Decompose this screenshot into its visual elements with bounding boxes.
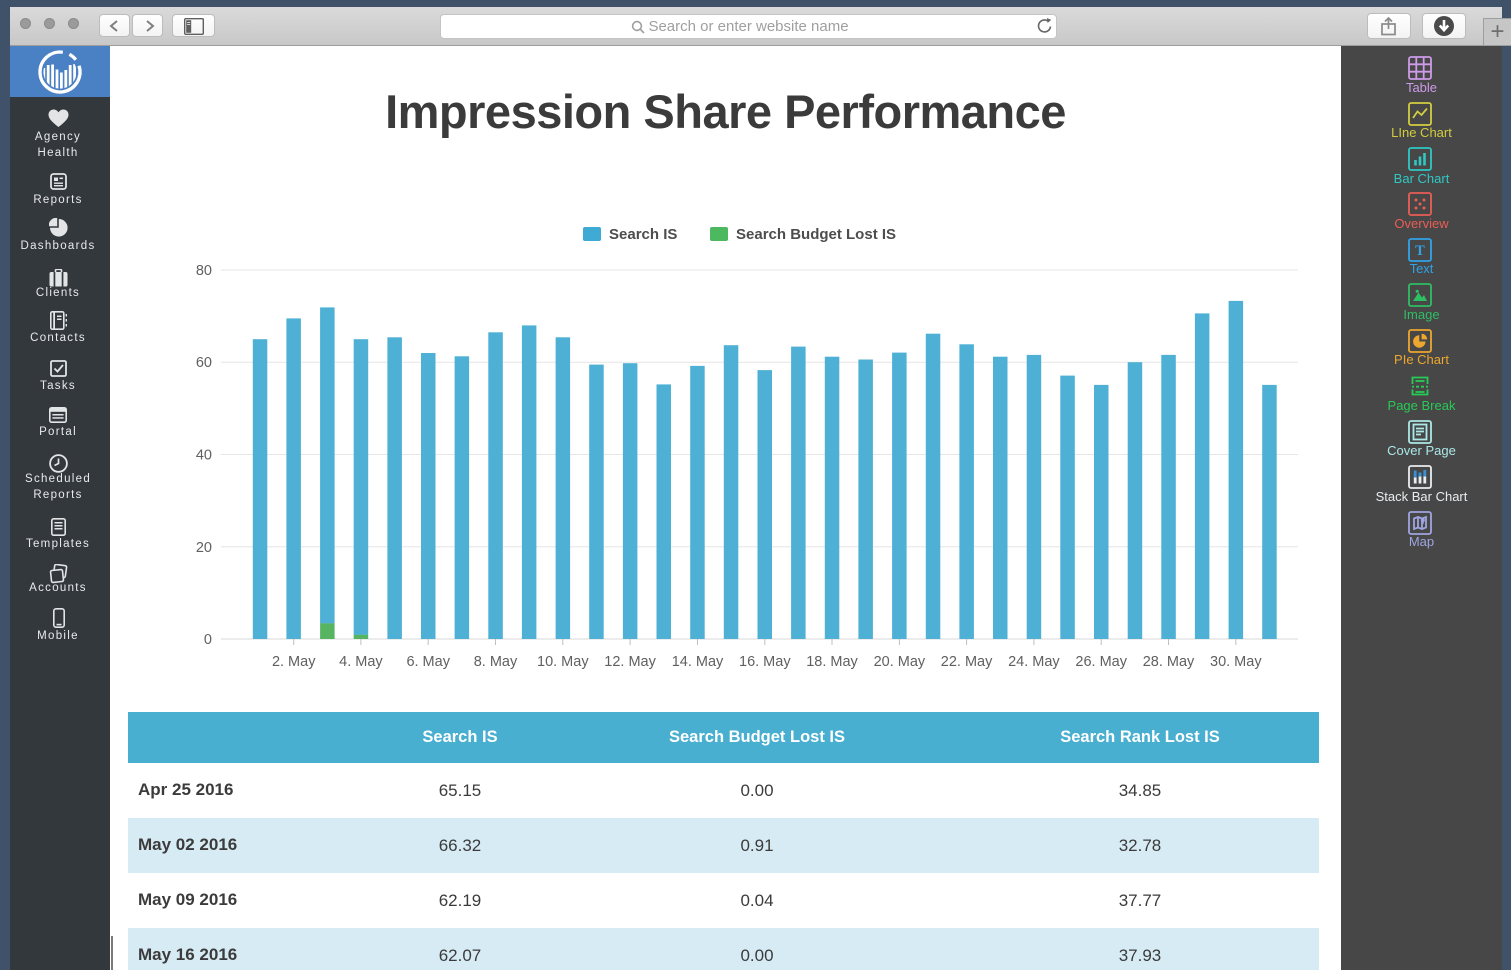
svg-text:8. May: 8. May — [474, 654, 518, 670]
svg-text:40: 40 — [196, 448, 212, 464]
svg-text:60: 60 — [196, 355, 212, 371]
svg-text:12. May: 12. May — [604, 654, 656, 670]
svg-text:Search Budget Lost IS: Search Budget Lost IS — [736, 226, 896, 243]
svg-text:30. May: 30. May — [1210, 654, 1262, 670]
svg-text:26. May: 26. May — [1075, 654, 1127, 670]
svg-text:20: 20 — [196, 540, 212, 556]
svg-text:24. May: 24. May — [1008, 654, 1060, 670]
svg-text:6. May: 6. May — [406, 654, 450, 670]
svg-text:2. May: 2. May — [272, 654, 316, 670]
svg-text:18. May: 18. May — [806, 654, 858, 670]
svg-text:4. May: 4. May — [339, 654, 383, 670]
svg-text:22. May: 22. May — [941, 654, 993, 670]
svg-text:Search IS: Search IS — [609, 226, 677, 243]
svg-text:16. May: 16. May — [739, 654, 791, 670]
svg-text:0: 0 — [204, 632, 212, 648]
svg-text:T: T — [1415, 243, 1425, 259]
svg-text:28. May: 28. May — [1143, 654, 1195, 670]
svg-text:20. May: 20. May — [874, 654, 926, 670]
svg-text:14. May: 14. May — [672, 654, 724, 670]
svg-text:10. May: 10. May — [537, 654, 589, 670]
svg-text:80: 80 — [196, 263, 212, 279]
